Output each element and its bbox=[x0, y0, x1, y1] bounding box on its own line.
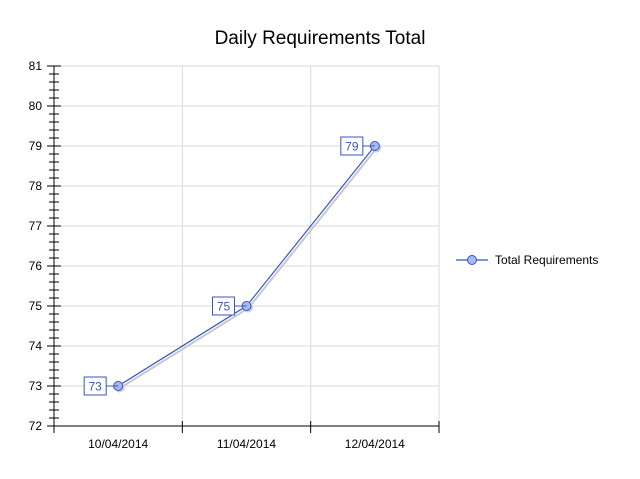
grid bbox=[54, 65, 440, 426]
legend-marker bbox=[467, 255, 477, 265]
data-labels: 73 75 79 bbox=[83, 136, 375, 396]
data-label-box bbox=[340, 136, 364, 156]
data-label: 79 bbox=[345, 140, 359, 154]
legend-label: Total Requirements bbox=[495, 253, 598, 267]
y-tick-label: 74 bbox=[29, 339, 43, 353]
axes: 72 73 74 75 76 77 78 79 80 81 10/04/2014 11/04/2014… bbox=[29, 59, 440, 451]
x-tick-label: 10/04/2014 bbox=[88, 437, 148, 451]
y-tick-label: 81 bbox=[29, 59, 43, 73]
x-tick-label: 12/04/2014 bbox=[345, 437, 405, 451]
y-tick-label: 79 bbox=[29, 139, 43, 153]
y-tick-label: 77 bbox=[29, 219, 43, 233]
y-tick-label: 73 bbox=[29, 379, 43, 393]
chart-title: Daily Requirements Total bbox=[215, 28, 426, 49]
data-label: 75 bbox=[217, 300, 231, 314]
data-label-box bbox=[83, 376, 107, 396]
data-label-box bbox=[212, 296, 235, 316]
y-tick-label: 78 bbox=[29, 179, 43, 193]
y-tick-label: 76 bbox=[29, 259, 43, 273]
plot-area bbox=[54, 66, 439, 426]
data-label: 73 bbox=[88, 380, 102, 394]
legend: Total Requirements bbox=[456, 253, 598, 267]
x-tick-label: 11/04/2014 bbox=[217, 437, 276, 451]
y-tick-label: 72 bbox=[29, 419, 43, 433]
y-tick-label: 75 bbox=[29, 299, 43, 313]
y-tick-label: 80 bbox=[29, 99, 43, 113]
